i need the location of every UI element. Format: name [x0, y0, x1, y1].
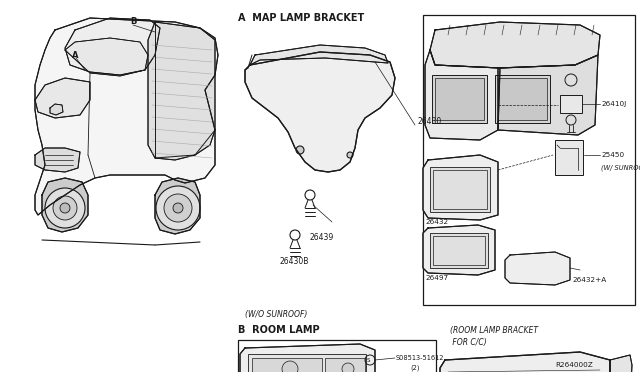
Text: R264000Z: R264000Z — [555, 362, 593, 368]
Bar — [423, 15, 635, 305]
Text: 26432+A: 26432+A — [572, 277, 606, 283]
Text: (2): (2) — [410, 365, 419, 371]
Bar — [498, 78, 547, 120]
Circle shape — [565, 74, 577, 86]
Text: 26432: 26432 — [425, 219, 448, 225]
Polygon shape — [35, 18, 218, 215]
Text: (W/O SUNROOF): (W/O SUNROOF) — [245, 311, 307, 320]
Polygon shape — [240, 344, 375, 372]
Bar — [495, 75, 550, 123]
Bar — [252, 358, 322, 372]
Circle shape — [53, 196, 77, 220]
Bar — [433, 236, 485, 265]
Polygon shape — [35, 78, 90, 118]
Polygon shape — [65, 38, 148, 76]
Text: A  MAP LAMP BRACKET: A MAP LAMP BRACKET — [238, 13, 364, 23]
Text: (W/ SUNROOF): (W/ SUNROOF) — [601, 165, 640, 171]
Text: FOR C/C): FOR C/C) — [450, 337, 487, 346]
Bar — [560, 95, 582, 113]
Bar — [555, 140, 583, 175]
Polygon shape — [50, 104, 63, 115]
Text: 26430: 26430 — [417, 118, 441, 126]
Bar — [435, 78, 484, 120]
Circle shape — [282, 361, 298, 372]
Circle shape — [60, 203, 70, 213]
Polygon shape — [148, 22, 215, 160]
Text: 26497: 26497 — [425, 275, 448, 281]
Text: S08513-51612: S08513-51612 — [396, 355, 445, 361]
Text: 26430B: 26430B — [280, 257, 309, 266]
Polygon shape — [155, 178, 200, 234]
Bar — [238, 340, 436, 372]
Text: 26439: 26439 — [310, 234, 334, 243]
Text: A: A — [72, 51, 79, 60]
Polygon shape — [42, 178, 88, 232]
Circle shape — [296, 146, 304, 154]
Text: 26410J: 26410J — [601, 101, 627, 107]
Bar — [432, 75, 487, 123]
Circle shape — [156, 186, 200, 230]
Polygon shape — [440, 352, 610, 372]
Polygon shape — [245, 52, 395, 172]
Polygon shape — [250, 45, 388, 65]
Bar — [430, 167, 490, 212]
Polygon shape — [65, 18, 160, 75]
Text: B  ROOM LAMP: B ROOM LAMP — [238, 325, 319, 335]
Text: B: B — [130, 17, 136, 26]
Polygon shape — [35, 148, 80, 172]
Bar — [248, 354, 366, 372]
Circle shape — [45, 188, 85, 228]
Circle shape — [173, 203, 183, 213]
Polygon shape — [430, 22, 600, 68]
Bar — [325, 358, 365, 372]
Polygon shape — [505, 252, 570, 285]
Text: 25450: 25450 — [601, 152, 624, 158]
Polygon shape — [423, 225, 495, 275]
Text: S: S — [366, 357, 370, 362]
Polygon shape — [610, 355, 632, 372]
Circle shape — [347, 152, 353, 158]
Polygon shape — [425, 50, 500, 140]
Polygon shape — [423, 155, 498, 220]
Bar — [433, 170, 487, 209]
Bar — [430, 233, 488, 268]
Polygon shape — [498, 55, 598, 135]
Text: (ROOM LAMP BRACKET: (ROOM LAMP BRACKET — [450, 326, 538, 334]
Circle shape — [342, 363, 354, 372]
Circle shape — [164, 194, 192, 222]
